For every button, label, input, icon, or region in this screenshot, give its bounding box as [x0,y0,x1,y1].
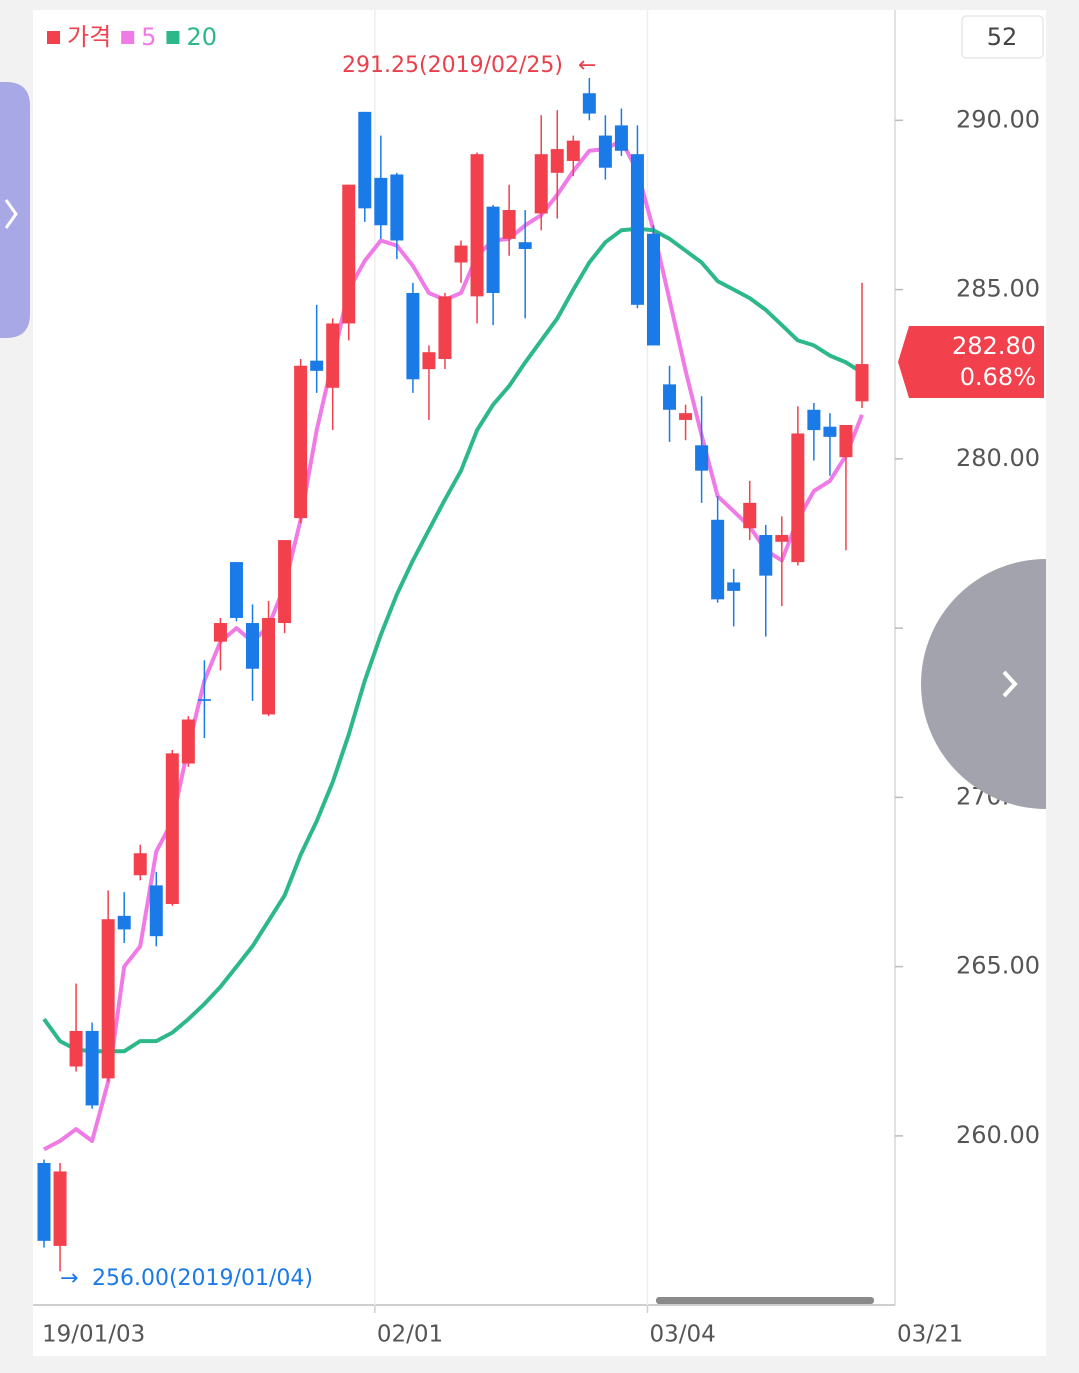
candle-body [679,413,693,420]
legend-swatch [121,31,135,44]
candle-body [823,426,837,437]
candle-body [374,177,388,226]
candle-body [53,1171,67,1246]
candle-body [743,502,757,529]
candle-body [85,1030,99,1106]
low-arrow: → [60,1266,78,1291]
candle-body [101,919,115,1079]
left-panel-tab[interactable] [0,82,30,338]
candle-body [775,535,789,542]
candle-body [614,125,628,151]
x-tick-label: 19/01/03 [42,1322,145,1348]
candle-body [342,184,356,324]
y-tick-label: 290.00 [956,105,1040,133]
candle-body [534,154,548,214]
left-chevron [4,199,18,229]
candle-body [502,210,516,239]
candle-body [711,519,725,600]
candle-body [181,719,195,764]
y-tick-label: 260.00 [956,1121,1040,1149]
legend-label: 20 [186,23,217,51]
change-pct: 0.68% [960,363,1036,391]
x-tick-label: 02/01 [377,1322,443,1348]
candle-body [839,424,853,458]
candle-body [390,174,404,241]
ma-line [42,226,864,1054]
candle-body [246,623,260,669]
candle-body [855,364,869,402]
candle-body [550,149,564,173]
y-tick-label: 280.00 [956,444,1040,472]
last-price-box [898,326,1044,398]
candle-body [759,535,773,576]
right-chevron [1002,670,1018,698]
scrollbar[interactable] [656,1297,874,1304]
candle-body [663,384,677,410]
candle-body [37,1162,51,1241]
candle-body [727,582,741,591]
x-tick-label: 03/21 [897,1322,963,1348]
period-value: 52 [987,23,1018,51]
high-arrow: ← [578,53,596,78]
candle-body [486,206,500,293]
candle-body [791,433,805,563]
candle-body [630,154,644,305]
candle-body [566,140,580,161]
candle-body [229,562,243,618]
candle-body [278,540,292,624]
legend-label: 5 [141,23,156,51]
legend-swatch [47,31,60,44]
y-tick-label: 285.00 [956,275,1040,303]
candle-body [406,292,420,380]
last-price: 282.80 [952,332,1036,360]
candle-body [133,853,147,876]
candle-body [117,915,131,930]
legend-label: 가격 [67,23,111,51]
candle-body [422,352,436,370]
legend-swatch [166,31,180,44]
candle-body [294,365,308,519]
candle-body [646,233,660,346]
candle-body [358,111,372,209]
candle-body [582,93,596,114]
candle-body [326,323,340,388]
candle-body [518,242,532,249]
right-nav-button[interactable] [921,559,1046,809]
candle-body [197,699,211,701]
x-tick-label: 03/04 [649,1322,715,1348]
candle-body [807,409,821,431]
candle-body [262,617,276,715]
period-box[interactable] [961,15,1044,59]
candle-body [598,135,612,168]
candle-body [438,296,452,359]
candle-body [454,245,468,263]
candle-body [695,445,709,471]
candle-body [69,1030,83,1067]
y-tick-label: 265.00 [956,952,1040,980]
ma-line [43,138,864,1152]
candle-body [470,154,484,297]
candle-body [165,753,179,905]
candle-body [149,885,163,937]
high-label: 291.25(2019/02/25) [342,53,563,78]
candle-body [213,623,227,642]
candle-body [310,360,324,371]
low-label: 256.00(2019/01/04) [92,1266,313,1291]
